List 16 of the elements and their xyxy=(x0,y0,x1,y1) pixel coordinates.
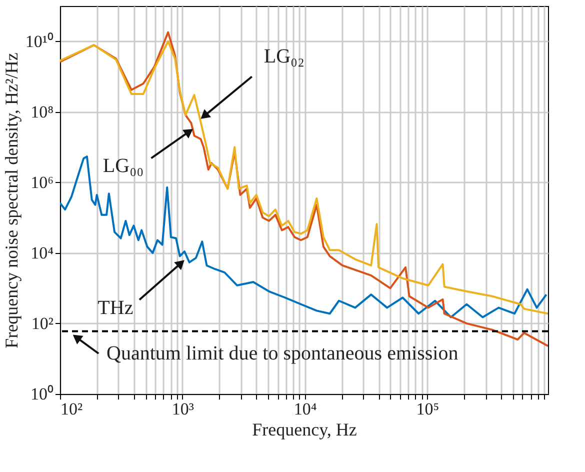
y-tick-label: 10⁴ xyxy=(30,243,54,262)
y-tick-label: 10⁸ xyxy=(30,102,54,122)
x-tick-label: 10² xyxy=(60,400,83,418)
y-tick-label: 10⁰ xyxy=(30,384,54,404)
ref-line-label: Quantum limit due to spontaneous emission xyxy=(106,342,458,364)
annotation: LG₀₀ xyxy=(102,155,144,178)
x-axis-title: Frequency, Hz xyxy=(252,420,357,440)
x-tick-label: 10³ xyxy=(172,400,194,418)
annotation: THz xyxy=(98,296,134,319)
y-tick-label: 10¹⁰ xyxy=(25,32,54,51)
y-tick-label: 10⁶ xyxy=(30,172,54,192)
y-axis-title: Frequency noise spectral density, Hz²/Hz xyxy=(1,52,22,348)
x-tick-label: 10⁵ xyxy=(416,400,440,418)
annotation: LG₀₂ xyxy=(264,46,304,68)
y-tick-label: 10² xyxy=(31,314,54,333)
x-tick-label: 10⁴ xyxy=(294,400,317,418)
